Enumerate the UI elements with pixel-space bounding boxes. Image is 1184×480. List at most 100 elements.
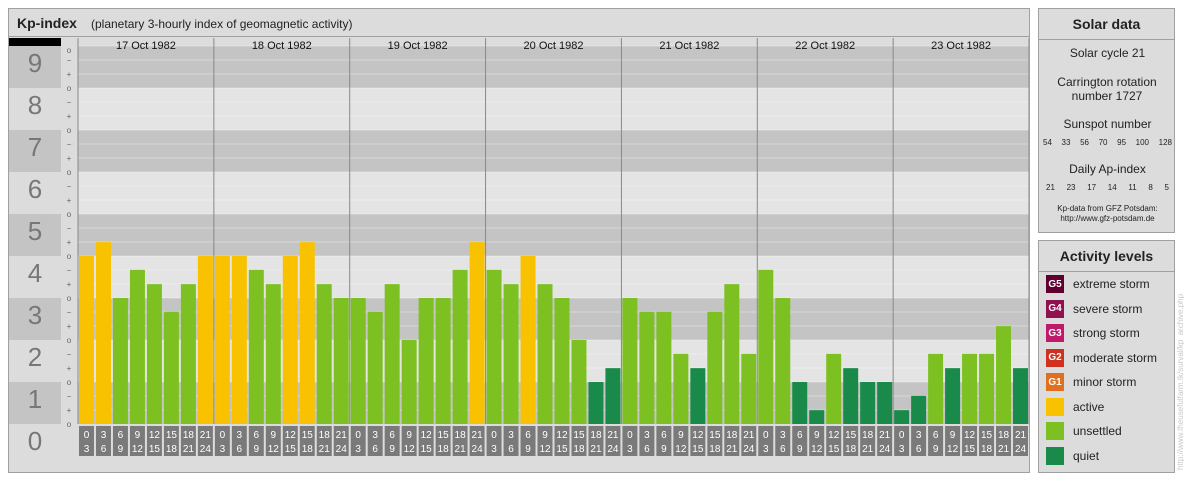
slot-start-label: 21 [879, 430, 891, 441]
legend-label: extreme storm [1073, 277, 1150, 291]
minor-mark: o [67, 336, 72, 345]
slot-end-label: 15 [149, 444, 161, 455]
legend-item-unsettled: unsettled [1046, 421, 1122, 441]
slot-box [571, 426, 587, 456]
slot-end-label: 18 [709, 444, 721, 455]
y-axis-band [9, 298, 61, 340]
kp-bar [724, 284, 740, 424]
day-label: 22 Oct 1982 [795, 40, 855, 52]
minor-mark: + [67, 406, 72, 415]
day-label: 21 Oct 1982 [659, 40, 719, 52]
slot-start-label: 6 [661, 430, 667, 441]
y-tick-label: 0 [28, 426, 42, 456]
slot-start-label: 9 [950, 430, 956, 441]
slot-end-label: 24 [879, 444, 891, 455]
y-tick-label: 4 [28, 258, 42, 288]
legend-label: active [1073, 399, 1105, 414]
slot-box [520, 426, 536, 456]
slot-box [197, 426, 213, 456]
day-header-row [78, 38, 1029, 46]
sunspot-value: 70 [1098, 138, 1108, 147]
slot-end-label: 15 [692, 444, 704, 455]
slot-start-label: 6 [933, 430, 939, 441]
slot-start-label: 18 [998, 430, 1010, 441]
minor-marks-column [61, 38, 78, 472]
y-tick-label: 7 [28, 132, 42, 162]
kp-bar [248, 269, 264, 424]
kp-bar [129, 269, 145, 424]
slot-box [707, 426, 723, 456]
slot-end-label: 6 [508, 444, 514, 455]
y-axis-band [9, 172, 61, 214]
slot-start-label: 6 [118, 430, 124, 441]
slot-box [758, 426, 774, 456]
minor-mark: + [67, 364, 72, 373]
minor-mark: o [67, 126, 72, 135]
slot-end-label: 6 [780, 444, 786, 455]
slot-box [350, 426, 366, 456]
kp-bar [452, 269, 468, 424]
legend-swatch [1046, 422, 1064, 440]
ap-value: 21 [1046, 183, 1055, 192]
kp-bar [775, 298, 791, 424]
slot-start-label: 12 [149, 430, 161, 441]
kp-bar [112, 298, 128, 424]
source-line-1: Kp-data from GFZ Potsdam: [1057, 204, 1158, 213]
ap-value: 17 [1087, 183, 1097, 192]
chart-title: Kp-index [17, 15, 77, 31]
legend-item-quiet: quiet [1046, 446, 1099, 466]
minor-mark: − [67, 392, 72, 401]
legend-swatch: G2 [1046, 348, 1064, 367]
slot-start-label: 6 [254, 430, 260, 441]
sunspot-value: 54 [1043, 138, 1052, 147]
slot-end-label: 21 [998, 444, 1010, 455]
kp-bar [401, 340, 417, 424]
minor-mark: − [67, 224, 72, 233]
slot-end-label: 9 [254, 444, 260, 455]
legend-swatch: G4 [1046, 299, 1064, 318]
slot-start-label: 15 [438, 430, 450, 441]
legend-label: quiet [1073, 448, 1100, 463]
kp-bar [911, 395, 927, 424]
legend-swatch: G3 [1046, 324, 1064, 342]
kp-bar [384, 284, 400, 424]
slot-start-label: 12 [964, 430, 976, 441]
source-line-2[interactable]: http://www.gfz-potsdam.de [1060, 214, 1155, 223]
slot-start-label: 12 [421, 430, 433, 441]
slot-end-label: 9 [933, 444, 939, 455]
day-label: 17 Oct 1982 [116, 40, 176, 52]
slot-box [979, 426, 995, 456]
slot-end-label: 24 [336, 444, 348, 455]
slot-box [605, 426, 621, 456]
slot-end-label: 24 [607, 444, 619, 455]
slot-box [299, 426, 315, 456]
minor-mark: + [67, 238, 72, 247]
slot-box [282, 426, 298, 456]
slot-start-label: 3 [101, 430, 107, 441]
sunspot-value: 56 [1080, 138, 1089, 147]
slot-box [333, 426, 349, 456]
slot-start-label: 9 [135, 430, 141, 441]
kp-bar [945, 368, 961, 424]
y-axis-band [9, 88, 61, 130]
kp-bar [571, 340, 587, 424]
kp-bar [180, 284, 196, 424]
minor-mark: − [67, 308, 72, 317]
slot-start-label: 6 [389, 430, 395, 441]
slot-start-label: 18 [455, 430, 467, 441]
kp-bar [758, 269, 774, 424]
slot-end-label: 6 [237, 444, 243, 455]
slot-box [809, 426, 825, 456]
slot-end-label: 12 [539, 444, 551, 455]
kp-bar [826, 353, 842, 424]
slot-end-label: 9 [118, 444, 124, 455]
kp-bar [316, 284, 332, 424]
slot-start-label: 0 [220, 430, 226, 441]
minor-mark: o [67, 168, 72, 177]
minor-mark: + [67, 196, 72, 205]
slot-end-label: 3 [899, 444, 905, 455]
slot-box [112, 426, 128, 456]
slot-box [554, 426, 570, 456]
slot-end-label: 9 [797, 444, 803, 455]
